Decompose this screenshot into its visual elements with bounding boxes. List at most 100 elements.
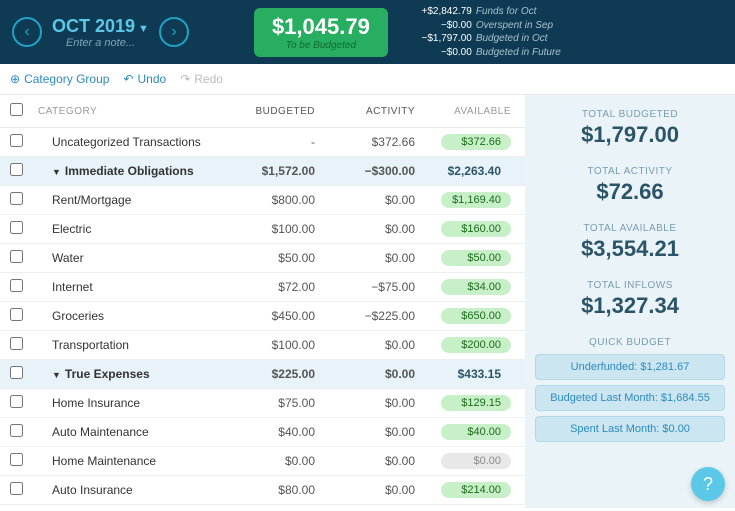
stat-block: TOTAL ACTIVITY$72.66 xyxy=(535,166,725,205)
next-month-button[interactable]: › xyxy=(159,17,189,47)
category-row[interactable]: Clothing$0.00$0.00$20.00 xyxy=(0,505,525,508)
row-checkbox[interactable] xyxy=(10,424,23,437)
category-name: Electric xyxy=(34,222,215,236)
col-category: CATEGORY xyxy=(34,106,215,117)
summary-amount: +$2,842.79 xyxy=(400,5,472,19)
summary-amount: −$0.00 xyxy=(400,46,472,60)
add-category-group-button[interactable]: ⊕Category Group xyxy=(10,72,109,86)
quick-budget-button[interactable]: Underfunded: $1,281.67 xyxy=(535,354,725,380)
category-row[interactable]: Electric$100.00$0.00$160.00 xyxy=(0,215,525,244)
category-group-row[interactable]: ▼True Expenses$225.00$0.00$433.15 xyxy=(0,360,525,389)
group-name: ▼Immediate Obligations xyxy=(34,164,215,178)
budgeted-value[interactable]: $72.00 xyxy=(215,280,315,294)
category-name: Uncategorized Transactions xyxy=(34,135,215,149)
available-value: $0.00 xyxy=(415,453,515,469)
toolbar: ⊕Category Group ↶Undo ↷Redo xyxy=(0,64,735,95)
row-checkbox[interactable] xyxy=(10,366,23,379)
row-checkbox[interactable] xyxy=(10,221,23,234)
redo-button[interactable]: ↷Redo xyxy=(180,72,223,86)
chevron-down-icon: ▼ xyxy=(138,23,149,35)
category-row[interactable]: Internet$72.00−$75.00$34.00 xyxy=(0,273,525,302)
row-checkbox[interactable] xyxy=(10,337,23,350)
available-value: $40.00 xyxy=(415,424,515,440)
activity-value: $0.00 xyxy=(315,251,415,265)
category-name: Rent/Mortgage xyxy=(34,193,215,207)
collapse-icon[interactable]: ▼ xyxy=(52,167,61,177)
row-checkbox[interactable] xyxy=(10,308,23,321)
row-checkbox[interactable] xyxy=(10,192,23,205)
summary-lines: +$2,842.79 Funds for Oct −$0.00 Overspent i… xyxy=(400,5,561,59)
budgeted-value[interactable]: $800.00 xyxy=(215,193,315,207)
budgeted-value[interactable]: $80.00 xyxy=(215,483,315,497)
summary-label: Funds for Oct xyxy=(476,5,537,19)
group-name: ▼True Expenses xyxy=(34,367,215,381)
collapse-icon[interactable]: ▼ xyxy=(52,370,61,380)
activity-value: $0.00 xyxy=(315,338,415,352)
stat-label: TOTAL AVAILABLE xyxy=(535,223,725,234)
category-name: Auto Maintenance xyxy=(34,425,215,439)
available-value: $650.00 xyxy=(415,308,515,324)
row-checkbox[interactable] xyxy=(10,163,23,176)
budgeted-value[interactable]: $450.00 xyxy=(215,309,315,323)
month-label: OCT 2019 xyxy=(52,16,135,36)
category-name: Internet xyxy=(34,280,215,294)
help-button[interactable]: ? xyxy=(691,467,725,501)
budgeted-value[interactable]: $40.00 xyxy=(215,425,315,439)
category-row[interactable]: Groceries$450.00−$225.00$650.00 xyxy=(0,302,525,331)
group-available: $433.15 xyxy=(415,367,515,381)
stat-value: $1,327.34 xyxy=(535,293,725,319)
category-row[interactable]: Uncategorized Transactions-$372.66$372.6… xyxy=(0,128,525,157)
budgeted-value[interactable]: $0.00 xyxy=(215,454,315,468)
quick-budget-button[interactable]: Budgeted Last Month: $1,684.55 xyxy=(535,385,725,411)
stat-value: $3,554.21 xyxy=(535,236,725,262)
row-checkbox[interactable] xyxy=(10,482,23,495)
activity-value: $0.00 xyxy=(315,425,415,439)
activity-value: −$75.00 xyxy=(315,280,415,294)
col-budgeted: BUDGETED xyxy=(215,106,315,117)
stat-block: TOTAL INFLOWS$1,327.34 xyxy=(535,280,725,319)
budgeted-value[interactable]: $75.00 xyxy=(215,396,315,410)
month-selector[interactable]: OCT 2019▼ Enter a note... xyxy=(52,16,149,49)
row-checkbox[interactable] xyxy=(10,395,23,408)
category-name: Home Maintenance xyxy=(34,454,215,468)
content: CATEGORY BUDGETED ACTIVITY AVAILABLE Unc… xyxy=(0,95,735,508)
category-row[interactable]: Auto Maintenance$40.00$0.00$40.00 xyxy=(0,418,525,447)
plus-circle-icon: ⊕ xyxy=(10,72,20,86)
tbb-label: To be Budgeted xyxy=(272,40,370,51)
budgeted-value[interactable]: $100.00 xyxy=(215,338,315,352)
select-all-checkbox[interactable] xyxy=(10,103,23,116)
activity-value: $0.00 xyxy=(315,454,415,468)
row-checkbox[interactable] xyxy=(10,453,23,466)
budgeted-value[interactable]: $50.00 xyxy=(215,251,315,265)
category-name: Auto Insurance xyxy=(34,483,215,497)
available-value: $160.00 xyxy=(415,221,515,237)
category-row[interactable]: Water$50.00$0.00$50.00 xyxy=(0,244,525,273)
group-available: $2,263.40 xyxy=(415,164,515,178)
budgeted-value[interactable]: - xyxy=(215,135,315,149)
row-checkbox[interactable] xyxy=(10,134,23,147)
category-row[interactable]: Home Insurance$75.00$0.00$129.15 xyxy=(0,389,525,418)
undo-button[interactable]: ↶Undo xyxy=(123,72,166,86)
sidebar: TOTAL BUDGETED$1,797.00TOTAL ACTIVITY$72… xyxy=(525,95,735,508)
available-value: $372.66 xyxy=(415,134,515,150)
category-row[interactable]: Auto Insurance$80.00$0.00$214.00 xyxy=(0,476,525,505)
prev-month-button[interactable]: ‹ xyxy=(12,17,42,47)
summary-label: Overspent in Sep xyxy=(476,19,553,33)
month-note[interactable]: Enter a note... xyxy=(52,37,149,49)
row-checkbox[interactable] xyxy=(10,250,23,263)
category-name: Groceries xyxy=(34,309,215,323)
quick-budget-title: QUICK BUDGET xyxy=(535,337,725,348)
stat-block: TOTAL AVAILABLE $3,554.21 xyxy=(535,223,725,262)
category-row[interactable]: Home Maintenance$0.00$0.00$0.00 xyxy=(0,447,525,476)
activity-value: −$225.00 xyxy=(315,309,415,323)
quick-budget-button[interactable]: Spent Last Month: $0.00 xyxy=(535,416,725,442)
category-group-row[interactable]: ▼Immediate Obligations$1,572.00−$300.00$… xyxy=(0,157,525,186)
summary-label: Budgeted in Oct xyxy=(476,32,548,46)
budgeted-value[interactable]: $100.00 xyxy=(215,222,315,236)
summary-amount: −$1,797.00 xyxy=(400,32,472,46)
category-row[interactable]: Transportation$100.00$0.00$200.00 xyxy=(0,331,525,360)
stat-value: $1,797.00 xyxy=(535,122,725,148)
tbb-amount: $1,045.79 xyxy=(272,14,370,40)
category-row[interactable]: Rent/Mortgage$800.00$0.00$1,169.40 xyxy=(0,186,525,215)
row-checkbox[interactable] xyxy=(10,279,23,292)
